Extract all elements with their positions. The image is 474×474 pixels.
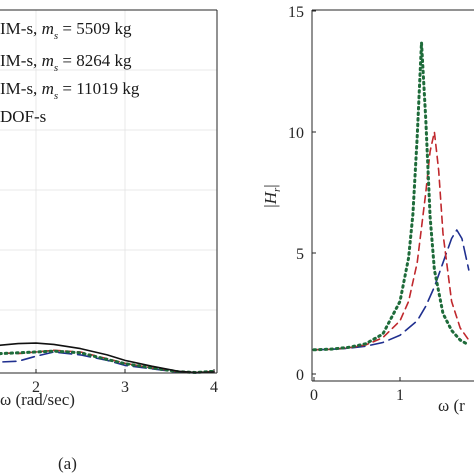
panel-b-y-tick-label-4: 15 [288,4,304,21]
panel-a-label: (a) [58,454,77,473]
legend-entry-3: IM-s, ms = 11019 kg [0,79,140,102]
panel-b-ticks: 0 5 10 15 0 1 [288,4,404,404]
panel-b-y-tick-label-3: 10 [288,125,304,142]
panel-b-series-line-3 [312,41,471,352]
panel-a-grid [0,10,217,373]
panel-b: 0 5 10 15 0 1 |Hr| ω (r [261,4,474,415]
panel-a-series-line-2 [0,349,215,374]
panel-a-series-line-4 [0,342,215,374]
panel-a-x-ticks: 2 3 4 [32,369,218,396]
panel-b-series-line-1 [313,229,470,351]
legend-entry-1: IM-s, ms = 5509 kg [0,19,132,42]
panel-a-x-tick-label-3: 4 [210,379,218,396]
panel-b-y-tick-label-2: 5 [296,246,304,263]
panel-b-series-line-2 [313,131,470,351]
panel-b-y-tick-label-1: 0 [296,367,304,384]
panel-b-series [312,41,471,352]
panel-a-series [0,342,216,374]
legend-entry-4: DOF-s [0,107,46,126]
panel-a-x-axis-label: ω (rad/sec) [0,390,75,409]
panel-a-series-line-3 [0,349,216,374]
legend-entry-2: IM-s, ms = 8264 kg [0,51,132,74]
panel-b-x-axis-label: ω (r [438,396,465,415]
legend: IM-s, ms = 5509 kg IM-s, ms = 8264 kg IM-s… [0,19,140,126]
panel-b-y-axis-label: |Hr| [261,184,283,207]
panel-b-x-tick-label-2: 1 [396,387,404,404]
panel-a-x-tick-label-1: 2 [32,379,40,396]
panel-b-x-tick-label-1: 0 [310,387,318,404]
panel-a-x-tick-label-2: 3 [121,379,129,396]
